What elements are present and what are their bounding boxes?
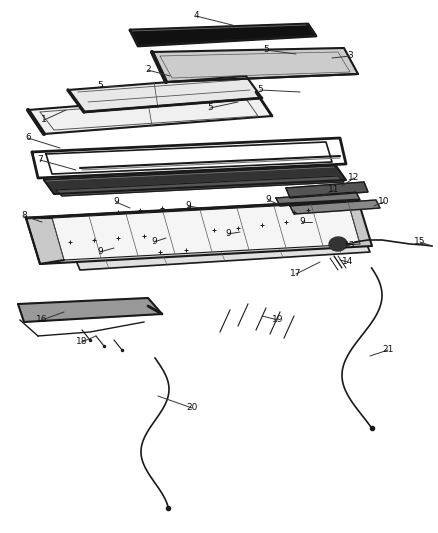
- Text: 9: 9: [97, 247, 103, 256]
- Text: 20: 20: [186, 403, 198, 413]
- Polygon shape: [52, 202, 360, 260]
- Polygon shape: [18, 298, 162, 322]
- Text: 16: 16: [36, 316, 48, 325]
- Text: 2: 2: [145, 66, 151, 75]
- Text: 12: 12: [348, 174, 360, 182]
- Text: 21: 21: [382, 345, 394, 354]
- Polygon shape: [130, 24, 316, 46]
- Text: 13: 13: [344, 241, 356, 251]
- Text: 5: 5: [207, 103, 213, 112]
- Polygon shape: [28, 92, 272, 134]
- Text: 5: 5: [97, 82, 103, 91]
- Text: 9: 9: [299, 217, 305, 227]
- Polygon shape: [152, 48, 358, 82]
- Polygon shape: [44, 166, 346, 194]
- Polygon shape: [68, 76, 262, 112]
- Polygon shape: [56, 176, 344, 196]
- Text: 9: 9: [185, 201, 191, 211]
- Polygon shape: [286, 182, 368, 198]
- Polygon shape: [276, 192, 360, 206]
- Text: 14: 14: [343, 257, 354, 266]
- Text: 6: 6: [25, 133, 31, 142]
- Text: 15: 15: [414, 238, 426, 246]
- Text: 10: 10: [378, 198, 390, 206]
- Polygon shape: [290, 200, 380, 214]
- Text: 9: 9: [151, 238, 157, 246]
- Text: 5: 5: [257, 85, 263, 94]
- Text: 8: 8: [21, 212, 27, 221]
- Polygon shape: [26, 200, 372, 264]
- Text: 9: 9: [225, 230, 231, 238]
- Text: 5: 5: [263, 45, 269, 54]
- Text: 7: 7: [37, 156, 43, 165]
- Text: 11: 11: [328, 185, 340, 195]
- Text: 9: 9: [113, 198, 119, 206]
- Text: 18: 18: [76, 337, 88, 346]
- Text: 9: 9: [265, 196, 271, 205]
- Ellipse shape: [329, 237, 347, 251]
- Text: 17: 17: [290, 270, 302, 279]
- Polygon shape: [74, 238, 370, 270]
- Text: 1: 1: [41, 116, 47, 125]
- Text: 19: 19: [272, 316, 284, 325]
- Text: 3: 3: [347, 52, 353, 61]
- Text: 4: 4: [193, 12, 199, 20]
